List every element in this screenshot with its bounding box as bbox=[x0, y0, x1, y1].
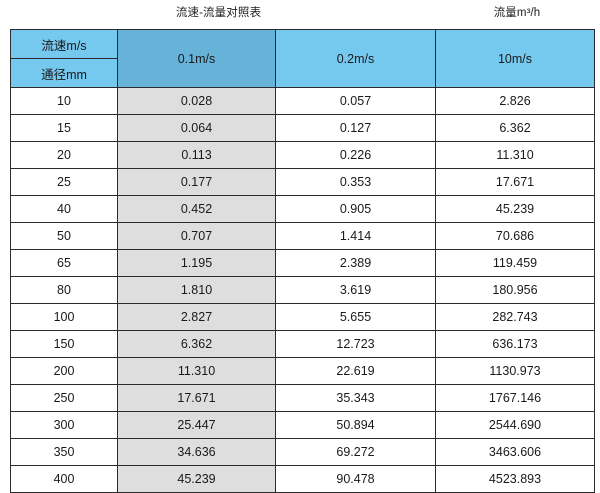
header-row-bottom: 通径mm bbox=[10, 58, 595, 88]
flow-unit-label: 流量m³/h bbox=[493, 7, 541, 19]
table-row: 15 0.064 0.127 6.362 bbox=[10, 114, 595, 142]
header-corner-diameter: 通径mm bbox=[10, 58, 118, 88]
cell-flow-rate: 22.619 bbox=[275, 357, 436, 385]
header-corner-velocity: 流速m/s bbox=[10, 29, 118, 59]
cell-flow-rate: 35.343 bbox=[275, 384, 436, 412]
cell-flow-rate: 2.827 bbox=[117, 303, 276, 331]
cell-flow-rate: 3463.606 bbox=[435, 438, 595, 466]
cell-flow-rate: 6.362 bbox=[435, 114, 595, 142]
cell-flow-rate: 25.447 bbox=[117, 411, 276, 439]
cell-flow-rate: 70.686 bbox=[435, 222, 595, 250]
cell-nominal-diameter: 20 bbox=[10, 141, 118, 169]
cell-flow-rate: 69.272 bbox=[275, 438, 436, 466]
cell-flow-rate: 2.826 bbox=[435, 87, 595, 115]
table-row: 65 1.195 2.389 119.459 bbox=[10, 249, 595, 277]
cell-flow-rate: 1.810 bbox=[117, 276, 276, 304]
cell-nominal-diameter: 300 bbox=[10, 411, 118, 439]
cell-flow-rate: 180.956 bbox=[435, 276, 595, 304]
flow-rate-table: 流速m/s 0.1m/s 0.2m/s 10m/s 通径mm 10 0.028 0.… bbox=[10, 29, 595, 493]
table-container: 流速m/s 0.1m/s 0.2m/s 10m/s 通径mm 10 0.028 0.… bbox=[10, 29, 595, 493]
cell-nominal-diameter: 100 bbox=[10, 303, 118, 331]
cell-flow-rate: 6.362 bbox=[117, 330, 276, 358]
table-row: 10 0.028 0.057 2.826 bbox=[10, 87, 595, 115]
cell-flow-rate: 0.064 bbox=[117, 114, 276, 142]
table-body: 10 0.028 0.057 2.826 15 0.064 0.127 6.362 20 0.11… bbox=[10, 87, 595, 493]
table-row: 300 25.447 50.894 2544.690 bbox=[10, 411, 595, 439]
table-row: 100 2.827 5.655 282.743 bbox=[10, 303, 595, 331]
cell-flow-rate: 34.636 bbox=[117, 438, 276, 466]
table-row: 350 34.636 69.272 3463.606 bbox=[10, 438, 595, 466]
cell-flow-rate: 0.057 bbox=[275, 87, 436, 115]
cell-flow-rate: 636.173 bbox=[435, 330, 595, 358]
cell-nominal-diameter: 25 bbox=[10, 168, 118, 196]
cell-flow-rate: 0.127 bbox=[275, 114, 436, 142]
cell-flow-rate: 0.452 bbox=[117, 195, 276, 223]
cell-nominal-diameter: 40 bbox=[10, 195, 118, 223]
cell-flow-rate: 1.195 bbox=[117, 249, 276, 277]
cell-flow-rate: 90.478 bbox=[275, 465, 436, 493]
cell-nominal-diameter: 50 bbox=[10, 222, 118, 250]
cell-flow-rate: 17.671 bbox=[435, 168, 595, 196]
cell-flow-rate: 0.905 bbox=[275, 195, 436, 223]
cell-nominal-diameter: 200 bbox=[10, 357, 118, 385]
table-row: 50 0.707 1.414 70.686 bbox=[10, 222, 595, 250]
cell-nominal-diameter: 10 bbox=[10, 87, 118, 115]
table-row: 250 17.671 35.343 1767.146 bbox=[10, 384, 595, 412]
cell-flow-rate: 11.310 bbox=[435, 141, 595, 169]
cell-nominal-diameter: 65 bbox=[10, 249, 118, 277]
cell-nominal-diameter: 250 bbox=[10, 384, 118, 412]
cell-flow-rate: 50.894 bbox=[275, 411, 436, 439]
header-velocity-10: 10m/s bbox=[435, 29, 595, 88]
table-row: 25 0.177 0.353 17.671 bbox=[10, 168, 595, 196]
cell-flow-rate: 0.177 bbox=[117, 168, 276, 196]
cell-flow-rate: 0.707 bbox=[117, 222, 276, 250]
cell-nominal-diameter: 80 bbox=[10, 276, 118, 304]
cell-flow-rate: 119.459 bbox=[435, 249, 595, 277]
cell-flow-rate: 3.619 bbox=[275, 276, 436, 304]
table-header: 流速m/s 0.1m/s 0.2m/s 10m/s 通径mm bbox=[10, 29, 595, 88]
header-corner-velocity-label: 流速m/s bbox=[41, 38, 87, 53]
header-row-top: 流速m/s 0.1m/s 0.2m/s 10m/s bbox=[10, 29, 595, 88]
caption-row: 流速-流量对照表 流量m³/h bbox=[0, 0, 600, 30]
cell-flow-rate: 0.353 bbox=[275, 168, 436, 196]
table-row: 200 11.310 22.619 1130.973 bbox=[10, 357, 595, 385]
cell-nominal-diameter: 350 bbox=[10, 438, 118, 466]
cell-flow-rate: 1767.146 bbox=[435, 384, 595, 412]
table-row: 20 0.113 0.226 11.310 bbox=[10, 141, 595, 169]
cell-flow-rate: 282.743 bbox=[435, 303, 595, 331]
cell-nominal-diameter: 400 bbox=[10, 465, 118, 493]
table-row: 400 45.239 90.478 4523.893 bbox=[10, 465, 595, 493]
table-row: 150 6.362 12.723 636.173 bbox=[10, 330, 595, 358]
cell-flow-rate: 12.723 bbox=[275, 330, 436, 358]
cell-nominal-diameter: 150 bbox=[10, 330, 118, 358]
cell-flow-rate: 45.239 bbox=[435, 195, 595, 223]
cell-flow-rate: 2.389 bbox=[275, 249, 436, 277]
table-row: 40 0.452 0.905 45.239 bbox=[10, 195, 595, 223]
cell-flow-rate: 0.028 bbox=[117, 87, 276, 115]
header-corner-diameter-label: 通径mm bbox=[41, 67, 87, 82]
cell-flow-rate: 17.671 bbox=[117, 384, 276, 412]
cell-flow-rate: 0.226 bbox=[275, 141, 436, 169]
cell-flow-rate: 2544.690 bbox=[435, 411, 595, 439]
cell-flow-rate: 1130.973 bbox=[435, 357, 595, 385]
table-row: 80 1.810 3.619 180.956 bbox=[10, 276, 595, 304]
cell-nominal-diameter: 15 bbox=[10, 114, 118, 142]
cell-flow-rate: 45.239 bbox=[117, 465, 276, 493]
cell-flow-rate: 5.655 bbox=[275, 303, 436, 331]
header-velocity-0_1: 0.1m/s bbox=[117, 29, 276, 88]
header-velocity-0_2: 0.2m/s bbox=[275, 29, 436, 88]
cell-flow-rate: 1.414 bbox=[275, 222, 436, 250]
cell-flow-rate: 4523.893 bbox=[435, 465, 595, 493]
table-title: 流速-流量对照表 bbox=[175, 7, 262, 19]
cell-flow-rate: 11.310 bbox=[117, 357, 276, 385]
cell-flow-rate: 0.113 bbox=[117, 141, 276, 169]
